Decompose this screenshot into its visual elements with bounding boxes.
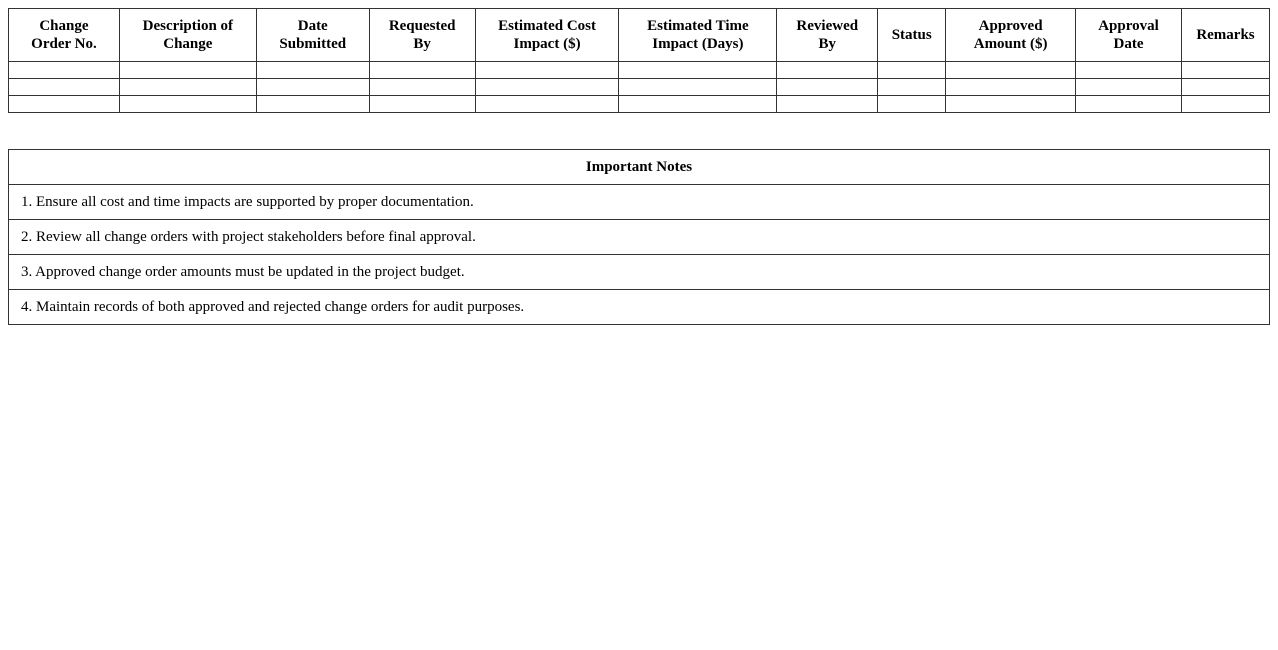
table-cell[interactable]: [474, 61, 620, 79]
column-header: Requested By: [368, 8, 476, 62]
table-cell[interactable]: [618, 95, 778, 113]
table-cell[interactable]: [1075, 61, 1182, 79]
table-cell[interactable]: [474, 78, 620, 96]
table-row: [8, 78, 1271, 96]
table-cell[interactable]: [1075, 95, 1182, 113]
note-item: 4. Maintain records of both approved and…: [8, 289, 1270, 325]
table-cell[interactable]: [618, 61, 778, 79]
notes-title: Important Notes: [8, 149, 1270, 185]
table-cell[interactable]: [255, 61, 370, 79]
note-item: 3. Approved change order amounts must be…: [8, 254, 1270, 290]
note-item: 1. Ensure all cost and time impacts are …: [8, 184, 1270, 220]
column-header: Estimated Cost Impact ($): [474, 8, 620, 62]
column-header: Description of Change: [118, 8, 257, 62]
table-cell[interactable]: [118, 78, 257, 96]
table-cell[interactable]: [618, 78, 778, 96]
column-header: Change Order No.: [8, 8, 120, 62]
table-cell[interactable]: [474, 95, 620, 113]
table-cell[interactable]: [945, 61, 1077, 79]
table-cell[interactable]: [368, 61, 476, 79]
column-header: Date Submitted: [255, 8, 370, 62]
table-cell[interactable]: [877, 61, 947, 79]
table-cell[interactable]: [118, 95, 257, 113]
column-header: Approved Amount ($): [945, 8, 1077, 62]
table-cell[interactable]: [776, 95, 879, 113]
column-header: Approval Date: [1075, 8, 1182, 62]
table-cell[interactable]: [776, 78, 879, 96]
table-cell[interactable]: [877, 78, 947, 96]
table-cell[interactable]: [1075, 78, 1182, 96]
column-header: Status: [877, 8, 947, 62]
note-item: 2. Review all change orders with project…: [8, 219, 1270, 255]
table-cell[interactable]: [877, 95, 947, 113]
column-header: Remarks: [1180, 8, 1271, 62]
change-order-table: Change Order No. Description of Change Date S…: [8, 8, 1271, 113]
table-cell[interactable]: [776, 61, 879, 79]
table-cell[interactable]: [1180, 78, 1271, 96]
table-cell[interactable]: [255, 95, 370, 113]
table-row: [8, 95, 1271, 113]
table-cell[interactable]: [8, 95, 120, 113]
table-cell[interactable]: [8, 61, 120, 79]
table-cell[interactable]: [368, 95, 476, 113]
column-header: Estimated Time Impact (Days): [618, 8, 778, 62]
important-notes-table: Important Notes 1. Ensure all cost and t…: [8, 149, 1270, 325]
table-cell[interactable]: [8, 78, 120, 96]
table-cell[interactable]: [945, 78, 1077, 96]
table-cell[interactable]: [368, 78, 476, 96]
table-cell[interactable]: [255, 78, 370, 96]
table-cell[interactable]: [945, 95, 1077, 113]
table-cell[interactable]: [1180, 61, 1271, 79]
column-header: Reviewed By: [776, 8, 879, 62]
header-row: Change Order No. Description of Change Date S…: [8, 8, 1271, 62]
table-cell[interactable]: [118, 61, 257, 79]
table-row: [8, 61, 1271, 79]
table-cell[interactable]: [1180, 95, 1271, 113]
